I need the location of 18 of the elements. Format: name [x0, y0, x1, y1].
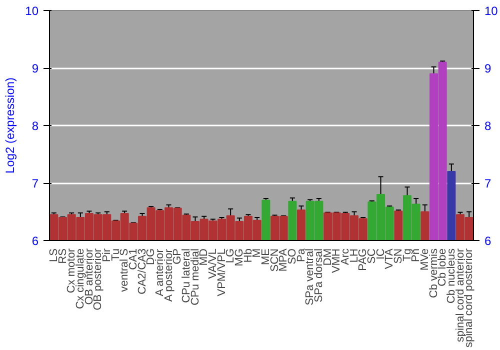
- x-tick-label: MVe: [418, 248, 431, 271]
- y2-tick-label: 6: [484, 234, 492, 248]
- x-tick-label: Arc: [339, 248, 352, 265]
- y2-tick-label: 8: [484, 119, 492, 133]
- y-tick-label: 7: [32, 176, 39, 190]
- y-tick-label: 8: [32, 119, 39, 133]
- y2-tick-label: 7: [484, 176, 492, 190]
- x-tick-label: spinal cord posterior: [463, 248, 476, 348]
- y-tick-label: 6: [32, 234, 39, 248]
- x-tick-label: SO: [286, 248, 298, 264]
- y-axis-title: Log2 (expression): [3, 77, 18, 174]
- y2-tick-label: 9: [484, 62, 492, 76]
- y-tick-label: 9: [32, 62, 39, 76]
- x-tick-label: Cb nucleus: [445, 248, 458, 304]
- y2-tick-label: 10: [484, 4, 498, 18]
- y-tick-label: 10: [25, 4, 39, 18]
- x-tick-label: SPa dorsal: [312, 248, 325, 302]
- x-tick-label: RS: [56, 248, 69, 264]
